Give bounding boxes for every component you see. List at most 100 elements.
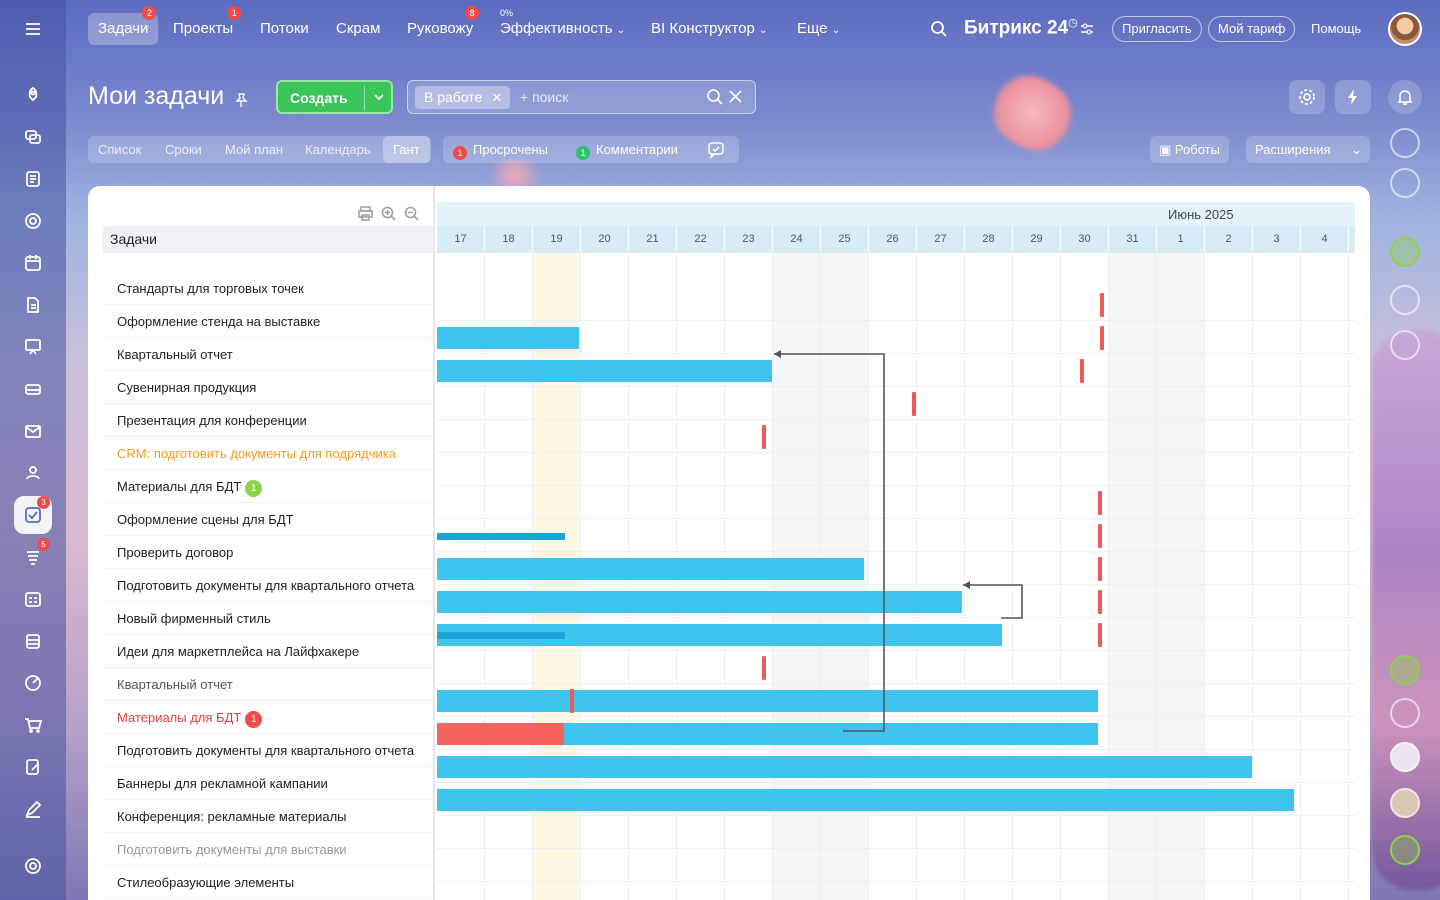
- mail-icon[interactable]: [14, 412, 52, 450]
- search-input[interactable]: + поиск: [520, 89, 569, 105]
- remove-filter-icon[interactable]: ✕: [491, 90, 503, 105]
- task-row[interactable]: Новый фирменный стиль: [103, 602, 433, 635]
- task-name[interactable]: Баннеры для рекламной кампании: [117, 776, 328, 791]
- feed-icon[interactable]: 5: [14, 538, 52, 576]
- pencil-icon[interactable]: [14, 790, 52, 828]
- deadline-marker[interactable]: [1098, 623, 1102, 647]
- task-row[interactable]: Стандарты для торговых точек: [103, 272, 433, 305]
- calendar-icon[interactable]: [14, 244, 52, 282]
- gantt-bar[interactable]: [437, 756, 1252, 778]
- lightning-button[interactable]: [1335, 80, 1371, 114]
- group-chat-avatar[interactable]: [1390, 237, 1420, 267]
- chevron-down-icon[interactable]: ⌄: [1351, 142, 1362, 157]
- print-icon[interactable]: [358, 206, 373, 221]
- task-row[interactable]: Материалы для БДТ 1: [103, 701, 433, 734]
- task-name[interactable]: Подготовить документы для квартального о…: [117, 743, 415, 758]
- deadline-marker[interactable]: [1100, 326, 1104, 350]
- nav-tasks[interactable]: Задачи 2: [88, 6, 159, 45]
- task-row[interactable]: Подготовить документы для выставки: [103, 833, 433, 866]
- user-avatar[interactable]: [1388, 12, 1422, 46]
- pin-icon[interactable]: [233, 92, 249, 108]
- chat-icon[interactable]: [14, 118, 52, 156]
- store-icon[interactable]: [14, 622, 52, 660]
- nav-projects[interactable]: Проекты 1: [163, 6, 243, 45]
- brand-logo[interactable]: Битрикс 24◷: [964, 16, 1078, 39]
- menu-icon[interactable]: [14, 10, 52, 48]
- group-icon[interactable]: [14, 454, 52, 492]
- gantt-bar[interactable]: [437, 533, 565, 540]
- filter-chip[interactable]: В работе ✕: [415, 86, 511, 109]
- deadline-marker[interactable]: [570, 689, 574, 713]
- task-row[interactable]: Идеи для маркетплейса на Лайфхакере: [103, 635, 433, 668]
- task-name[interactable]: Стандарты для торговых точек: [117, 281, 304, 296]
- drive-icon[interactable]: [14, 370, 52, 408]
- search-icon[interactable]: [930, 20, 948, 38]
- file-icon[interactable]: [14, 286, 52, 324]
- user-avatar[interactable]: [1390, 742, 1420, 772]
- gantt-bar[interactable]: [437, 591, 962, 613]
- cart-icon[interactable]: [14, 706, 52, 744]
- task-name[interactable]: Презентация для конференции: [117, 413, 307, 428]
- chat-search-icon[interactable]: [1390, 168, 1420, 198]
- tasks-icon[interactable]: 3: [14, 496, 52, 534]
- task-name[interactable]: Материалы для БДТ: [117, 479, 242, 494]
- task-row[interactable]: CRM: подготовить документы для подрядчик…: [103, 437, 433, 470]
- robots-button[interactable]: ▣ Роботы: [1150, 136, 1229, 163]
- tariff-button[interactable]: Мой тариф: [1208, 16, 1296, 42]
- task-name[interactable]: CRM: подготовить документы для подрядчик…: [117, 446, 396, 461]
- task-name[interactable]: Стилеобразующие элементы: [117, 875, 295, 890]
- deadline-marker[interactable]: [1098, 491, 1102, 515]
- video-chat-avatar[interactable]: [1390, 655, 1420, 685]
- task-row[interactable]: Подготовить документы для квартального о…: [103, 734, 433, 767]
- task-row[interactable]: Квартальный отчет: [103, 668, 433, 701]
- deadline-marker[interactable]: [762, 425, 766, 449]
- task-row[interactable]: Баннеры для рекламной кампании: [103, 767, 433, 800]
- task-name[interactable]: Конференция: рекламные материалы: [117, 809, 347, 824]
- task-name[interactable]: Оформление сцены для БДТ: [117, 512, 294, 527]
- goal-icon[interactable]: [14, 664, 52, 702]
- nav-flows[interactable]: Потоки: [250, 13, 319, 45]
- board-icon[interactable]: [14, 328, 52, 366]
- help-button[interactable]: Помощь: [1311, 21, 1362, 36]
- task-name[interactable]: Оформление стенда на выставке: [117, 314, 321, 329]
- tab-gantt[interactable]: Гант: [383, 136, 430, 163]
- chevron-down-icon[interactable]: [372, 90, 386, 104]
- gantt-bar[interactable]: [437, 360, 772, 382]
- task-name[interactable]: Новый фирменный стиль: [117, 611, 271, 626]
- create-button[interactable]: Создать: [276, 80, 393, 114]
- deadline-marker[interactable]: [762, 656, 766, 680]
- task-row[interactable]: Оформление стенда на выставке: [103, 305, 433, 338]
- task-row[interactable]: Подготовить документы для квартального о…: [103, 569, 433, 602]
- notifications-button[interactable]: [1388, 80, 1422, 114]
- zoom-in-icon[interactable]: [381, 206, 396, 221]
- nav-more[interactable]: Еще ⌄: [787, 13, 850, 45]
- settings-icon[interactable]: [14, 847, 52, 885]
- task-name[interactable]: Квартальный отчет: [117, 677, 233, 692]
- invite-button[interactable]: Пригласить: [1112, 16, 1202, 42]
- group-chat-avatar[interactable]: [1390, 285, 1420, 315]
- deadline-marker[interactable]: [1080, 359, 1084, 383]
- gantt-bar[interactable]: [437, 327, 579, 349]
- deadline-marker[interactable]: [1098, 557, 1102, 581]
- sliders-icon[interactable]: [1080, 22, 1094, 36]
- gantt-bar[interactable]: [437, 690, 1098, 712]
- task-name[interactable]: Подготовить документы для выставки: [117, 842, 347, 857]
- nav-bi[interactable]: BI Конструктор ⌄: [641, 13, 777, 45]
- nav-scrum[interactable]: Скрам: [326, 13, 390, 45]
- close-icon[interactable]: [728, 89, 743, 104]
- gantt-bar[interactable]: [437, 789, 1294, 811]
- user-avatar[interactable]: [1390, 698, 1420, 728]
- deadline-marker[interactable]: [1098, 590, 1102, 614]
- nav-efficiency[interactable]: 0% Эффективность ⌄: [490, 8, 635, 45]
- sign-icon[interactable]: [14, 748, 52, 786]
- extensions-button[interactable]: Расширения ⌄: [1246, 136, 1370, 163]
- user-avatar[interactable]: [1390, 835, 1420, 865]
- gantt-bar[interactable]: [437, 558, 864, 580]
- search-icon[interactable]: [706, 88, 724, 106]
- task-name[interactable]: Идеи для маркетплейса на Лайфхакере: [117, 644, 360, 659]
- task-row[interactable]: Стилеобразующие элементы: [103, 866, 433, 899]
- task-name[interactable]: Сувенирная продукция: [117, 380, 257, 395]
- task-row[interactable]: Конференция: рекламные материалы: [103, 800, 433, 833]
- deadline-marker[interactable]: [1098, 524, 1102, 548]
- task-row[interactable]: Проверить договор: [103, 536, 433, 569]
